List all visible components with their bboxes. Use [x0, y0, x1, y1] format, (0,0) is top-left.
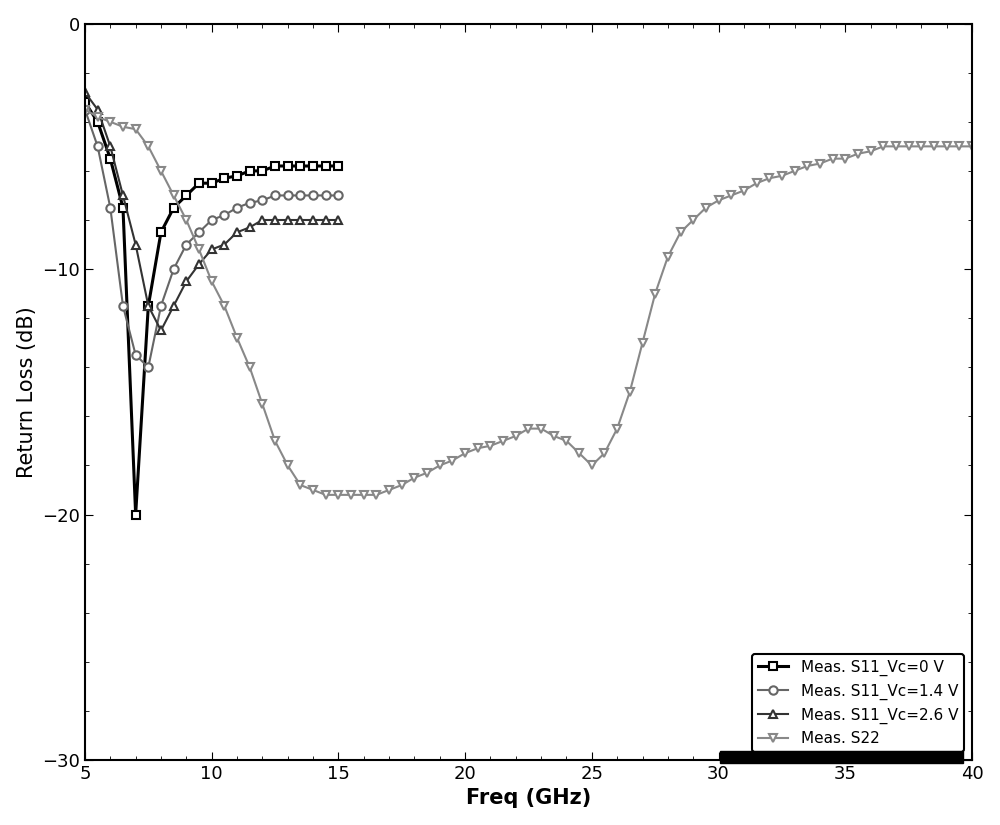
- Meas. S11_Vc=0 V: [231, 171, 243, 181]
- Meas. S11_Vc=2.6 V: [294, 215, 306, 225]
- Meas. S11_Vc=1.4 V: [282, 191, 294, 200]
- Meas. S11_Vc=0 V: [294, 161, 306, 171]
- Meas. S22: [522, 424, 534, 434]
- Meas. S11_Vc=1.4 V: [180, 239, 192, 249]
- Meas. S11_Vc=2.6 V: [117, 191, 129, 200]
- Meas. S11_Vc=0 V: [130, 510, 142, 520]
- Meas. S11_Vc=0 V: [320, 161, 332, 171]
- Meas. S11_Vc=2.6 V: [130, 239, 142, 249]
- Meas. S11_Vc=1.4 V: [193, 228, 205, 238]
- Meas. S11_Vc=0 V: [104, 153, 116, 163]
- Meas. S22: [966, 141, 978, 151]
- Meas. S11_Vc=1.4 V: [79, 105, 91, 115]
- Meas. S11_Vc=0 V: [92, 117, 104, 127]
- Meas. S22: [104, 117, 116, 127]
- Meas. S11_Vc=0 V: [256, 166, 268, 176]
- Meas. S11_Vc=2.6 V: [104, 141, 116, 151]
- Bar: [720, 751, 963, 762]
- Meas. S11_Vc=2.6 V: [244, 223, 256, 233]
- Meas. S11_Vc=0 V: [180, 191, 192, 200]
- Meas. S11_Vc=1.4 V: [117, 301, 129, 311]
- Meas. S11_Vc=2.6 V: [231, 228, 243, 238]
- Meas. S11_Vc=0 V: [155, 228, 167, 238]
- Line: Meas. S11_Vc=2.6 V: Meas. S11_Vc=2.6 V: [81, 88, 343, 335]
- Meas. S11_Vc=1.4 V: [307, 191, 319, 200]
- Meas. S11_Vc=0 V: [142, 301, 154, 311]
- Meas. S11_Vc=0 V: [282, 161, 294, 171]
- Meas. S11_Vc=1.4 V: [130, 350, 142, 360]
- Meas. S11_Vc=1.4 V: [244, 198, 256, 208]
- Meas. S11_Vc=2.6 V: [193, 259, 205, 269]
- Meas. S11_Vc=0 V: [193, 178, 205, 188]
- Meas. S22: [345, 490, 357, 500]
- Meas. S11_Vc=1.4 V: [155, 301, 167, 311]
- Legend: Meas. S11_Vc=0 V, Meas. S11_Vc=1.4 V, Meas. S11_Vc=2.6 V, Meas. S22: Meas. S11_Vc=0 V, Meas. S11_Vc=1.4 V, Me…: [752, 653, 964, 752]
- Meas. S11_Vc=2.6 V: [320, 215, 332, 225]
- Meas. S11_Vc=1.4 V: [92, 141, 104, 151]
- Meas. S11_Vc=1.4 V: [104, 203, 116, 213]
- Line: Meas. S11_Vc=1.4 V: Meas. S11_Vc=1.4 V: [81, 106, 343, 371]
- Meas. S11_Vc=1.4 V: [269, 191, 281, 200]
- Meas. S11_Vc=0 V: [307, 161, 319, 171]
- Meas. S11_Vc=1.4 V: [206, 215, 218, 225]
- Meas. S11_Vc=1.4 V: [168, 264, 180, 274]
- X-axis label: Freq (GHz): Freq (GHz): [466, 789, 591, 808]
- Meas. S11_Vc=0 V: [117, 203, 129, 213]
- Meas. S11_Vc=2.6 V: [332, 215, 344, 225]
- Meas. S11_Vc=0 V: [332, 161, 344, 171]
- Meas. S11_Vc=2.6 V: [307, 215, 319, 225]
- Line: Meas. S22: Meas. S22: [81, 106, 976, 499]
- Meas. S11_Vc=0 V: [269, 161, 281, 171]
- Line: Meas. S11_Vc=0 V: Meas. S11_Vc=0 V: [81, 98, 343, 519]
- Meas. S11_Vc=2.6 V: [180, 276, 192, 286]
- Meas. S11_Vc=2.6 V: [256, 215, 268, 225]
- Meas. S11_Vc=2.6 V: [282, 215, 294, 225]
- Y-axis label: Return Loss (dB): Return Loss (dB): [17, 306, 37, 478]
- Meas. S11_Vc=2.6 V: [142, 301, 154, 311]
- Meas. S11_Vc=2.6 V: [155, 326, 167, 336]
- Meas. S11_Vc=0 V: [79, 97, 91, 107]
- Meas. S11_Vc=0 V: [244, 166, 256, 176]
- Meas. S11_Vc=2.6 V: [168, 301, 180, 311]
- Meas. S11_Vc=1.4 V: [256, 196, 268, 205]
- Meas. S11_Vc=2.6 V: [206, 244, 218, 254]
- Meas. S11_Vc=1.4 V: [294, 191, 306, 200]
- Meas. S11_Vc=0 V: [218, 173, 230, 183]
- Meas. S22: [763, 173, 775, 183]
- Meas. S11_Vc=0 V: [168, 203, 180, 213]
- Meas. S11_Vc=2.6 V: [218, 239, 230, 249]
- Meas. S11_Vc=2.6 V: [79, 87, 91, 97]
- Meas. S11_Vc=2.6 V: [269, 215, 281, 225]
- Meas. S11_Vc=1.4 V: [332, 191, 344, 200]
- Meas. S22: [79, 105, 91, 115]
- Meas. S11_Vc=1.4 V: [231, 203, 243, 213]
- Meas. S22: [320, 490, 332, 500]
- Meas. S11_Vc=0 V: [206, 178, 218, 188]
- Meas. S11_Vc=1.4 V: [218, 210, 230, 220]
- Meas. S22: [928, 141, 940, 151]
- Meas. S11_Vc=1.4 V: [320, 191, 332, 200]
- Meas. S22: [624, 387, 636, 397]
- Meas. S11_Vc=2.6 V: [92, 105, 104, 115]
- Meas. S11_Vc=1.4 V: [142, 362, 154, 372]
